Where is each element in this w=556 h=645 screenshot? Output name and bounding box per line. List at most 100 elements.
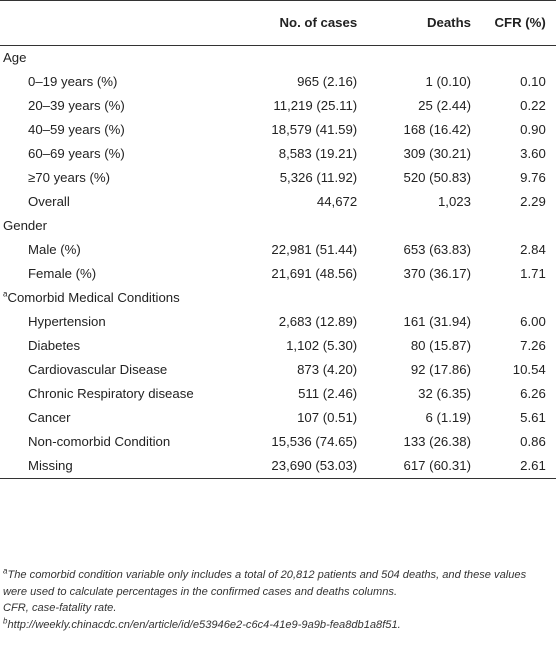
row-label: Chronic Respiratory disease [28,386,194,401]
footnote-b: bhttp://weekly.chinacdc.cn/en/article/id… [3,615,551,634]
group-label: aComorbid Medical Conditions [0,286,257,310]
row-pad [546,166,556,190]
footnote-cfr: CFR, case-fatality rate. [3,602,117,614]
row-label: Cancer [28,410,71,425]
deaths-cell: 168 (16.42) [403,122,471,137]
row-label: Overall [28,194,70,209]
table-row: Non-comorbid Condition 15,536 (74.65) 133 … [0,430,556,454]
cfr-cell: 7.26 [520,338,546,353]
deaths-cell: 617 (60.31) [357,454,471,479]
cfr-table: No. of cases Deaths CFR (%) Age 0–19 year… [0,0,556,479]
cfr-cell: 6.26 [520,386,546,401]
row-pad [545,454,556,479]
deaths-cell: 520 (50.83) [403,170,471,185]
row-pad [546,118,556,142]
row-pad [546,334,556,358]
row-pad [546,94,556,118]
row-label: ≥70 years (%) [28,170,110,185]
group-row-empty-cell [257,286,357,310]
group-label-marker: a [3,289,8,299]
footnote-a-text: The comorbid condition variable only inc… [3,569,527,598]
group-row-empty-cell [357,286,471,310]
table-row: Diabetes 1,102 (5.30) 80 (15.87) 7.26 [0,334,556,358]
group-label-text: Comorbid Medical Conditions [7,290,180,305]
table-row: 60–69 years (%) 8,583 (19.21) 309 (30.21) 3… [0,142,556,166]
group-label: Age [0,46,257,71]
row-label: 20–39 years (%) [28,98,125,113]
cases-cell: 1,102 (5.30) [286,338,358,353]
table-body: Age 0–19 years (%) 965 (2.16) 1 (0.10) 0.10 2… [0,46,556,479]
cfr-cell: 10.54 [512,362,546,377]
group-label-text: Age [3,50,27,65]
cfr-cell: 5.61 [520,410,546,425]
footnote-b-link[interactable]: http://weekly.chinacdc.cn/en/article/id/… [7,618,401,631]
row-label: Non-comorbid Condition [28,434,171,449]
row-label: Female (%) [28,266,97,281]
cfr-cell: 9.76 [520,170,546,185]
group-row-empty-cell [257,46,357,71]
table-row: Cancer 107 (0.51) 6 (1.19) 5.61 [0,406,556,430]
deaths-cell: 133 (26.38) [403,434,471,449]
footnote-b-marker: b [3,615,8,625]
row-pad [546,142,556,166]
table-row: 40–59 years (%) 18,579 (41.59) 168 (16.42)… [0,118,556,142]
row-label: Male (%) [28,242,81,257]
row-pad [546,70,556,94]
header-cfr: CFR (%) [470,0,546,46]
row-pad [546,262,556,286]
footnotes: aThe comorbid condition variable only in… [3,567,551,633]
group-row-empty-cell [357,214,471,238]
cases-cell: 23,690 (53.03) [256,454,358,479]
group-row-empty-cell [357,46,471,71]
group-label-text: Gender [3,218,47,233]
deaths-cell: 309 (30.21) [403,146,471,161]
group-row-empty-cell [257,214,357,238]
deaths-cell: 1 (0.10) [425,74,471,89]
cfr-cell: 2.29 [520,194,546,209]
cases-cell: 11,219 (25.11) [273,98,358,113]
row-label: 40–59 years (%) [28,122,125,137]
row-pad [546,430,556,454]
group-row-empty-cell [546,286,556,310]
deaths-cell: 92 (17.86) [410,362,471,377]
group-row-empty-cell [471,46,546,71]
table-header-row: No. of cases Deaths CFR (%) [0,0,556,46]
group-row-empty-cell [546,46,556,71]
row-pad [546,406,556,430]
cfr-cell: 0.90 [520,122,546,137]
deaths-cell: 370 (36.17) [403,266,471,281]
cases-cell: 511 (2.46) [298,386,358,401]
header-label-column [0,0,257,46]
cases-cell: 21,691 (48.56) [271,266,358,281]
group-row: aComorbid Medical Conditions [0,286,556,310]
table-row: 0–19 years (%) 965 (2.16) 1 (0.10) 0.10 [0,70,556,94]
cases-cell: 5,326 (11.92) [279,170,358,185]
row-pad [546,190,556,214]
group-row: Gender [0,214,556,238]
row-label: Missing [0,454,257,479]
cases-cell: 8,583 (19.21) [278,146,358,161]
cfr-cell: 6.00 [520,314,546,329]
footnote-a: aThe comorbid condition variable only in… [3,567,551,600]
row-label: Cardiovascular Disease [28,362,168,377]
cases-cell: 44,672 [316,194,358,209]
group-row: Age [0,46,556,71]
table-row: ≥70 years (%) 5,326 (11.92) 520 (50.83) 9.7… [0,166,556,190]
row-pad [546,310,556,334]
cfr-cell: 2.84 [520,242,546,257]
header-pad [545,0,556,46]
cases-cell: 18,579 (41.59) [271,122,358,137]
deaths-cell: 6 (1.19) [425,410,471,425]
cases-cell: 22,981 (51.44) [271,242,358,257]
cases-cell: 2,683 (12.89) [278,314,358,329]
row-label: 0–19 years (%) [28,74,118,89]
row-label: Diabetes [28,338,81,353]
footnote-a-marker: a [3,566,8,576]
cases-cell: 15,536 (74.65) [271,434,358,449]
table-row: Cardiovascular Disease 873 (4.20) 92 (17.8… [0,358,556,382]
table-row: Female (%) 21,691 (48.56) 370 (36.17) 1.71 [0,262,556,286]
cfr-cell: 3.60 [520,146,546,161]
table-row: Hypertension 2,683 (12.89) 161 (31.94) 6.00 [0,310,556,334]
group-row-empty-cell [546,214,556,238]
deaths-cell: 25 (2.44) [418,98,471,113]
